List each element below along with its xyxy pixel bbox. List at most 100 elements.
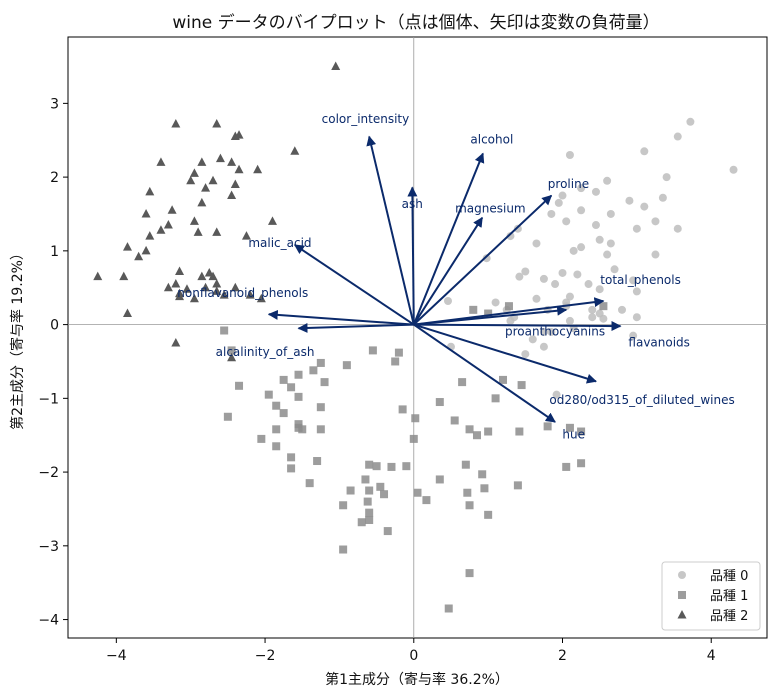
data-point bbox=[241, 231, 251, 240]
data-point bbox=[339, 501, 348, 510]
data-point bbox=[515, 272, 524, 281]
data-point bbox=[562, 462, 571, 471]
data-point bbox=[279, 375, 288, 384]
loading-label: alcalinity_of_ash bbox=[216, 345, 315, 359]
data-point bbox=[175, 266, 185, 276]
data-point bbox=[365, 508, 374, 517]
data-point bbox=[245, 290, 255, 299]
data-point bbox=[588, 305, 597, 314]
x-axis-label: 第1主成分（寄与率 36.2%） bbox=[325, 671, 509, 688]
data-point bbox=[294, 423, 303, 432]
x-axis-ticks: −4 −2 0 2 4 bbox=[106, 638, 716, 664]
data-point bbox=[595, 285, 604, 294]
y-tick-label: −4 bbox=[38, 613, 59, 629]
data-point bbox=[532, 239, 541, 248]
legend-marker bbox=[678, 591, 686, 599]
legend: 品種 0 品種 1 品種 2 bbox=[661, 561, 761, 631]
data-point bbox=[235, 381, 244, 390]
data-point bbox=[320, 378, 329, 387]
data-point bbox=[279, 409, 288, 418]
data-point bbox=[189, 293, 199, 303]
data-point bbox=[363, 497, 372, 506]
data-point bbox=[331, 61, 341, 70]
data-point bbox=[163, 282, 173, 292]
data-point bbox=[640, 147, 649, 156]
data-point bbox=[122, 242, 132, 251]
legend-marker bbox=[677, 610, 687, 619]
data-point bbox=[272, 401, 281, 410]
y-tick-label: 3 bbox=[50, 96, 59, 112]
data-point bbox=[658, 193, 667, 202]
data-point bbox=[461, 460, 470, 469]
data-point bbox=[504, 302, 513, 311]
y-tick-label: 1 bbox=[50, 244, 59, 260]
data-point bbox=[478, 470, 487, 479]
loading-label: total_phenols bbox=[600, 273, 681, 287]
x-tick-label: 2 bbox=[558, 648, 567, 664]
loading-arrow bbox=[412, 152, 485, 325]
data-point bbox=[686, 117, 695, 126]
data-point bbox=[651, 250, 660, 259]
legend-label: 品種 0 bbox=[710, 568, 748, 584]
x-tick-label: −4 bbox=[106, 648, 127, 664]
data-point bbox=[547, 327, 556, 336]
data-point bbox=[197, 197, 207, 207]
data-point bbox=[484, 510, 493, 519]
data-point bbox=[565, 150, 574, 159]
data-point bbox=[558, 268, 567, 277]
data-point bbox=[651, 217, 660, 226]
data-point bbox=[342, 361, 351, 370]
loading-arrow bbox=[413, 194, 553, 326]
data-point bbox=[521, 267, 530, 276]
data-point bbox=[506, 232, 515, 241]
data-point bbox=[465, 569, 474, 578]
y-tick-label: 2 bbox=[50, 170, 59, 186]
data-point bbox=[234, 130, 244, 139]
data-point bbox=[227, 190, 237, 200]
data-point bbox=[365, 486, 374, 495]
data-point bbox=[204, 267, 214, 277]
data-point bbox=[632, 287, 641, 296]
data-point bbox=[272, 425, 281, 434]
data-point bbox=[606, 209, 615, 218]
data-point bbox=[212, 279, 222, 288]
legend-label: 品種 2 bbox=[710, 608, 748, 624]
data-point bbox=[551, 280, 560, 289]
data-point bbox=[287, 453, 296, 462]
data-point bbox=[197, 271, 207, 281]
data-point bbox=[480, 484, 489, 493]
y-tick-label: −2 bbox=[38, 465, 59, 481]
data-point bbox=[316, 403, 325, 412]
data-point bbox=[435, 398, 444, 407]
data-point bbox=[189, 168, 199, 177]
data-point bbox=[294, 392, 303, 401]
legend-marker bbox=[678, 571, 686, 579]
data-point bbox=[444, 604, 453, 613]
series-2 bbox=[93, 61, 341, 362]
data-point bbox=[673, 132, 682, 141]
data-point bbox=[257, 434, 266, 443]
data-point bbox=[368, 346, 377, 355]
loading-label: hue bbox=[562, 428, 585, 442]
data-point bbox=[365, 460, 374, 469]
x-tick-label: 0 bbox=[409, 648, 418, 664]
data-point bbox=[212, 286, 222, 295]
data-point bbox=[729, 165, 738, 174]
data-point bbox=[573, 270, 582, 279]
loading-label: flavanoids bbox=[628, 336, 690, 350]
data-point bbox=[256, 293, 266, 303]
data-point bbox=[491, 394, 500, 403]
data-point bbox=[591, 221, 600, 230]
data-point bbox=[212, 119, 222, 128]
series-0 bbox=[443, 117, 738, 399]
data-point bbox=[294, 370, 303, 379]
data-point bbox=[458, 378, 467, 387]
data-point bbox=[182, 284, 192, 293]
data-point bbox=[316, 425, 325, 434]
data-point bbox=[506, 316, 515, 325]
data-point bbox=[539, 327, 548, 336]
data-point bbox=[450, 416, 459, 425]
loading-label: ash bbox=[402, 197, 423, 211]
data-point bbox=[380, 490, 389, 499]
data-point bbox=[422, 496, 431, 505]
